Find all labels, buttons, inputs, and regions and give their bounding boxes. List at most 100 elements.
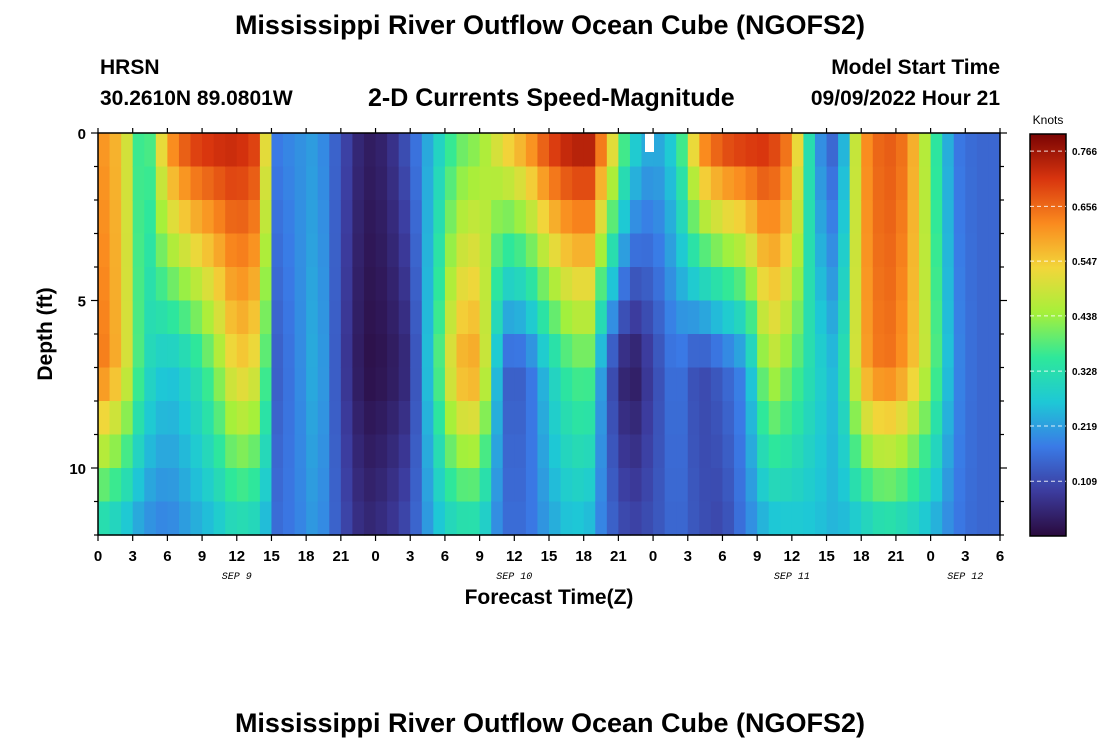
heatmap-cell xyxy=(849,300,862,335)
heatmap-cell xyxy=(699,501,712,536)
heatmap-cell xyxy=(907,166,920,201)
heatmap-cell xyxy=(259,434,273,469)
heatmap-cell xyxy=(236,401,249,436)
x-tick-label: 9 xyxy=(198,548,206,565)
heatmap-cell xyxy=(583,300,596,335)
heatmap-cell xyxy=(976,267,990,302)
heatmap-cell xyxy=(375,367,388,402)
heatmap-cell xyxy=(317,133,330,168)
heatmap-cell xyxy=(849,166,862,201)
heatmap-cell xyxy=(340,401,354,436)
y-tick-label: 5 xyxy=(78,294,86,311)
heatmap-cell xyxy=(664,133,677,168)
heatmap-cell xyxy=(456,468,469,503)
heatmap-cell xyxy=(965,200,978,235)
heatmap-cell xyxy=(155,334,168,369)
heatmap-cell xyxy=(132,434,145,469)
heatmap-cell xyxy=(953,401,966,436)
heatmap-cell xyxy=(387,367,400,402)
heatmap-cell xyxy=(549,166,562,201)
heatmap-cell xyxy=(838,468,851,503)
heatmap-cell xyxy=(768,200,781,235)
heatmap-cell xyxy=(456,233,469,268)
heatmap-cell xyxy=(803,367,816,402)
heatmap-cell xyxy=(213,233,226,268)
heatmap-cell xyxy=(329,233,342,268)
heatmap-cell xyxy=(988,401,1001,436)
heatmap-cell xyxy=(814,468,828,503)
heatmap-cell xyxy=(710,367,724,402)
heatmap-cell xyxy=(641,501,654,536)
heatmap-cell xyxy=(202,267,215,302)
heatmap-cell xyxy=(606,166,619,201)
heatmap-cell xyxy=(814,367,828,402)
heatmap-cell xyxy=(190,133,203,168)
x-tick-label: 18 xyxy=(575,548,592,565)
heatmap-cell xyxy=(734,401,747,436)
heatmap-cell xyxy=(248,401,261,436)
heatmap-cell xyxy=(352,166,365,201)
heatmap-cell xyxy=(294,501,307,536)
heatmap-cell xyxy=(109,133,122,168)
heatmap-cell xyxy=(560,300,573,335)
heatmap-cell xyxy=(202,401,215,436)
heatmap-cell xyxy=(930,334,943,369)
heatmap-cell xyxy=(641,434,654,469)
heatmap-cell xyxy=(340,434,354,469)
colorbar-tick-label: 0.766 xyxy=(1072,147,1097,158)
heatmap-cell xyxy=(514,434,527,469)
heatmap-cell xyxy=(965,501,978,536)
heatmap-cell xyxy=(618,200,631,235)
heatmap-cell xyxy=(907,267,920,302)
chart-title: Mississippi River Outflow Ocean Cube (NG… xyxy=(234,10,866,40)
heatmap-cell xyxy=(560,434,573,469)
heatmap-cell xyxy=(352,334,365,369)
heatmap-cell xyxy=(653,233,666,268)
heatmap-cell xyxy=(687,300,700,335)
model-start-value: 09/09/2022 Hour 21 xyxy=(810,87,1000,110)
heatmap-cell xyxy=(768,501,781,536)
heatmap-cell xyxy=(953,334,966,369)
heatmap-cell xyxy=(98,501,111,536)
heatmap-cell xyxy=(456,133,469,168)
heatmap-cell xyxy=(213,200,226,235)
heatmap-cell xyxy=(976,200,990,235)
heatmap-cell xyxy=(838,166,851,201)
heatmap-cell xyxy=(213,300,226,335)
heatmap-cell xyxy=(502,300,515,335)
heatmap-cell xyxy=(930,401,943,436)
heatmap-cell xyxy=(549,267,562,302)
heatmap-cell xyxy=(248,434,261,469)
heatmap-cell xyxy=(433,468,446,503)
heatmap-cell xyxy=(572,267,585,302)
heatmap-cell xyxy=(641,468,654,503)
heatmap-cell xyxy=(722,166,735,201)
heatmap-cell xyxy=(791,200,805,235)
heatmap-cell xyxy=(629,334,643,369)
heatmap-cell xyxy=(468,501,481,536)
heatmap-cell xyxy=(942,501,955,536)
heatmap-cell xyxy=(919,200,932,235)
heatmap-cell xyxy=(525,166,539,201)
heatmap-cell xyxy=(676,133,689,168)
heatmap-cell xyxy=(202,468,215,503)
heatmap-cell xyxy=(433,367,446,402)
heatmap-cell xyxy=(283,233,296,268)
heatmap-cell xyxy=(283,200,296,235)
heatmap-cell xyxy=(236,334,249,369)
x-tick-label: 15 xyxy=(541,548,558,565)
heatmap-cell xyxy=(294,367,307,402)
heatmap-cell xyxy=(965,233,978,268)
heatmap-cell xyxy=(895,200,909,235)
heatmap-cell xyxy=(283,334,296,369)
heatmap-cell xyxy=(375,233,388,268)
heatmap-cell xyxy=(768,367,781,402)
heatmap-cell xyxy=(387,200,400,235)
heatmap-cell xyxy=(814,501,828,536)
heatmap-cell xyxy=(780,300,793,335)
heatmap-cell xyxy=(768,434,781,469)
date-label: SEP 11 xyxy=(774,572,810,583)
heatmap-cell xyxy=(583,267,596,302)
heatmap-cell xyxy=(884,267,897,302)
heatmap-cell xyxy=(144,367,157,402)
